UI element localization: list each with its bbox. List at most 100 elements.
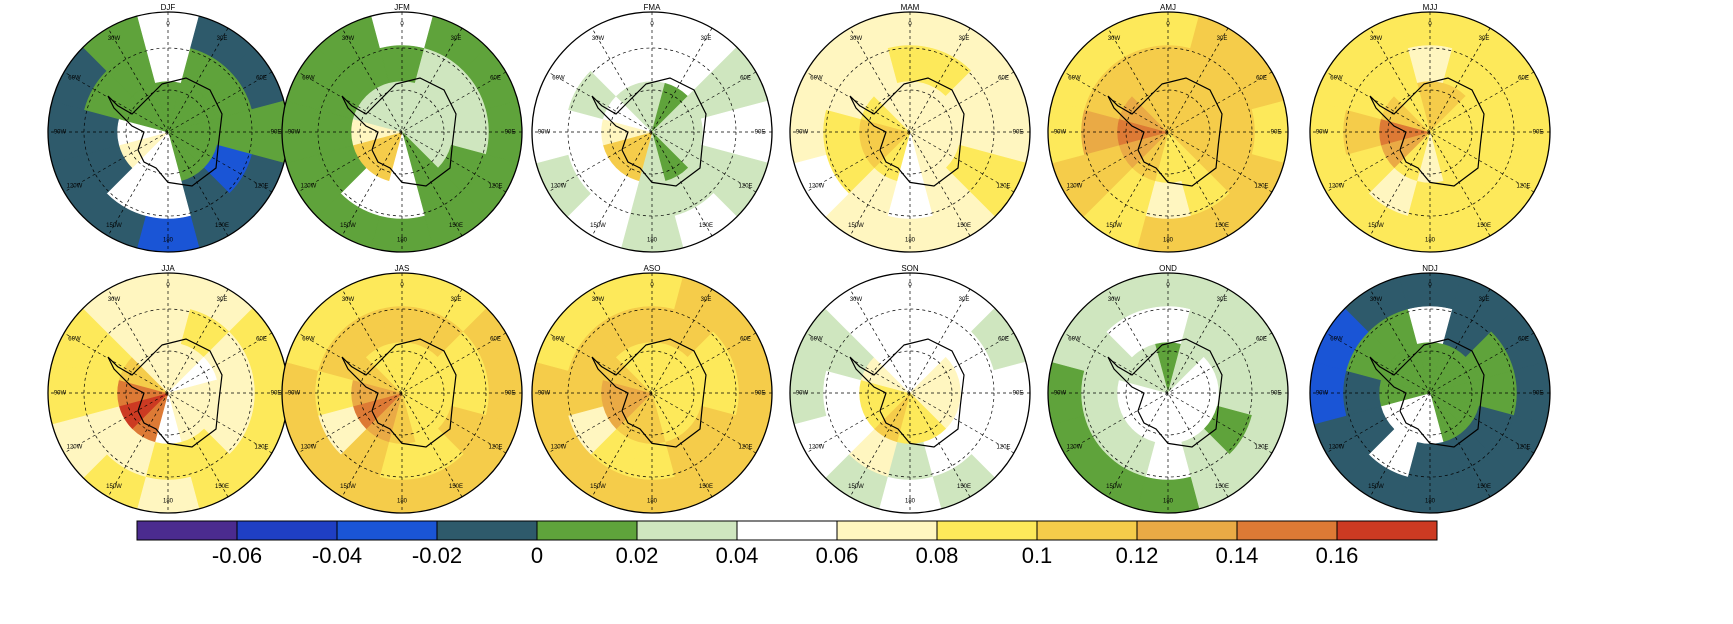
lon-label: 90E bbox=[1533, 391, 1544, 397]
lon-label: 180 bbox=[397, 238, 408, 244]
lon-label: 120W bbox=[809, 184, 825, 190]
lon-label: 150E bbox=[449, 484, 463, 490]
colorbar-swatch bbox=[337, 521, 437, 540]
lon-label: 30W bbox=[592, 36, 605, 42]
meridian bbox=[107, 288, 229, 498]
panel-title: MJJ bbox=[1423, 3, 1438, 12]
lon-label: 90W bbox=[288, 391, 301, 397]
lon-label: 90E bbox=[505, 391, 516, 397]
lon-label: 150E bbox=[1215, 484, 1229, 490]
lon-label: 90E bbox=[1013, 391, 1024, 397]
map-panel: 0 30E 60E 90E 120E 150E 180 150W 120W 90W 60W 30W DJ… bbox=[47, 3, 289, 253]
lon-label: 180 bbox=[163, 499, 174, 505]
lon-label: 30E bbox=[1217, 297, 1228, 303]
lon-label: 60W bbox=[68, 337, 81, 343]
colorbar-swatch bbox=[1237, 521, 1337, 540]
panel-title: ASO bbox=[644, 264, 661, 273]
lon-label: 30E bbox=[701, 36, 712, 42]
lon-label: 30W bbox=[850, 36, 863, 42]
lon-label: 120W bbox=[809, 445, 825, 451]
lon-label: 30E bbox=[217, 36, 228, 42]
lon-label: 90W bbox=[54, 130, 67, 136]
lon-label: 60W bbox=[810, 76, 823, 82]
map-panel: 0 30E 60E 90E 120E 150E 180 150W 120W 90W 60W 30W AS… bbox=[531, 264, 773, 514]
coastline bbox=[1107, 77, 1223, 187]
lon-label: 90W bbox=[538, 391, 551, 397]
field-cell bbox=[873, 343, 911, 395]
lon-label: 90E bbox=[505, 130, 516, 136]
lon-label: 120E bbox=[255, 184, 269, 190]
lon-label: 60W bbox=[552, 337, 565, 343]
lon-label: 0 bbox=[400, 22, 404, 28]
lon-label: 120E bbox=[997, 184, 1011, 190]
lon-label: 180 bbox=[1163, 238, 1174, 244]
map-panel: 0 30E 60E 90E 120E 150E 180 150W 120W 90W 60W 30W JA… bbox=[281, 264, 523, 514]
lon-label: 150W bbox=[1106, 484, 1122, 490]
lon-label: 150W bbox=[340, 223, 356, 229]
lon-label: 30E bbox=[701, 297, 712, 303]
lon-label: 60E bbox=[490, 337, 501, 343]
lon-label: 90E bbox=[1271, 130, 1282, 136]
meridian bbox=[591, 27, 713, 237]
lon-label: 90W bbox=[1054, 391, 1067, 397]
lon-label: 60W bbox=[1068, 337, 1081, 343]
lon-label: 180 bbox=[647, 238, 658, 244]
panel-title: JJA bbox=[161, 264, 175, 273]
lon-label: 30E bbox=[217, 297, 228, 303]
lon-label: 180 bbox=[1163, 499, 1174, 505]
lon-label: 0 bbox=[166, 22, 170, 28]
lon-label: 150W bbox=[590, 223, 606, 229]
coastline bbox=[1369, 338, 1485, 448]
lon-label: 90W bbox=[1054, 130, 1067, 136]
lon-label: 180 bbox=[1425, 499, 1436, 505]
lon-label: 60E bbox=[1256, 76, 1267, 82]
lon-label: 150W bbox=[1368, 484, 1384, 490]
lon-label: 150E bbox=[1477, 484, 1491, 490]
field bbox=[1048, 12, 1288, 252]
colorbar-label: 0.1 bbox=[1022, 543, 1053, 568]
colorbar-label: 0.12 bbox=[1116, 543, 1159, 568]
map-border bbox=[1309, 11, 1551, 253]
field-cell bbox=[1131, 82, 1169, 134]
lon-label: 150W bbox=[848, 484, 864, 490]
lon-label: 90E bbox=[271, 391, 282, 397]
lon-label: 180 bbox=[397, 499, 408, 505]
lon-label: 30E bbox=[1479, 36, 1490, 42]
lon-label: 120W bbox=[551, 445, 567, 451]
map-border bbox=[1309, 272, 1551, 514]
panel-title: SON bbox=[901, 264, 919, 273]
colorbar-label: 0.14 bbox=[1216, 543, 1259, 568]
panel-title: DJF bbox=[161, 3, 176, 12]
panel-title: JFM bbox=[394, 3, 410, 12]
lon-label: 30W bbox=[592, 297, 605, 303]
colorbar-label: 0 bbox=[531, 543, 543, 568]
colorbar-swatch bbox=[837, 521, 937, 540]
field-cell bbox=[131, 82, 169, 134]
field bbox=[1310, 12, 1550, 252]
lon-label: 90E bbox=[271, 130, 282, 136]
lon-label: 180 bbox=[905, 238, 916, 244]
lon-label: 0 bbox=[1428, 22, 1432, 28]
lon-label: 120W bbox=[301, 445, 317, 451]
lon-label: 150W bbox=[1106, 223, 1122, 229]
field bbox=[790, 12, 1030, 252]
lon-label: 60W bbox=[302, 76, 315, 82]
map-panel: 0 30E 60E 90E 120E 150E 180 150W 120W 90W 60W 30W FM… bbox=[531, 3, 773, 253]
lon-label: 60W bbox=[68, 76, 81, 82]
lon-label: 60W bbox=[810, 337, 823, 343]
lon-label: 120W bbox=[1067, 184, 1083, 190]
lon-label: 60E bbox=[256, 76, 267, 82]
colorbar-swatch bbox=[237, 521, 337, 540]
meridian bbox=[341, 288, 463, 498]
lon-label: 150E bbox=[1477, 223, 1491, 229]
lon-label: 30W bbox=[1370, 36, 1383, 42]
lon-label: 120W bbox=[301, 184, 317, 190]
lon-label: 30W bbox=[342, 297, 355, 303]
field-cell bbox=[615, 343, 653, 395]
meridian bbox=[1369, 27, 1491, 237]
lon-label: 0 bbox=[400, 283, 404, 289]
meridian bbox=[1107, 27, 1229, 237]
lon-label: 120E bbox=[1517, 184, 1531, 190]
colorbar-swatch bbox=[437, 521, 537, 540]
colorbar-swatch bbox=[537, 521, 637, 540]
